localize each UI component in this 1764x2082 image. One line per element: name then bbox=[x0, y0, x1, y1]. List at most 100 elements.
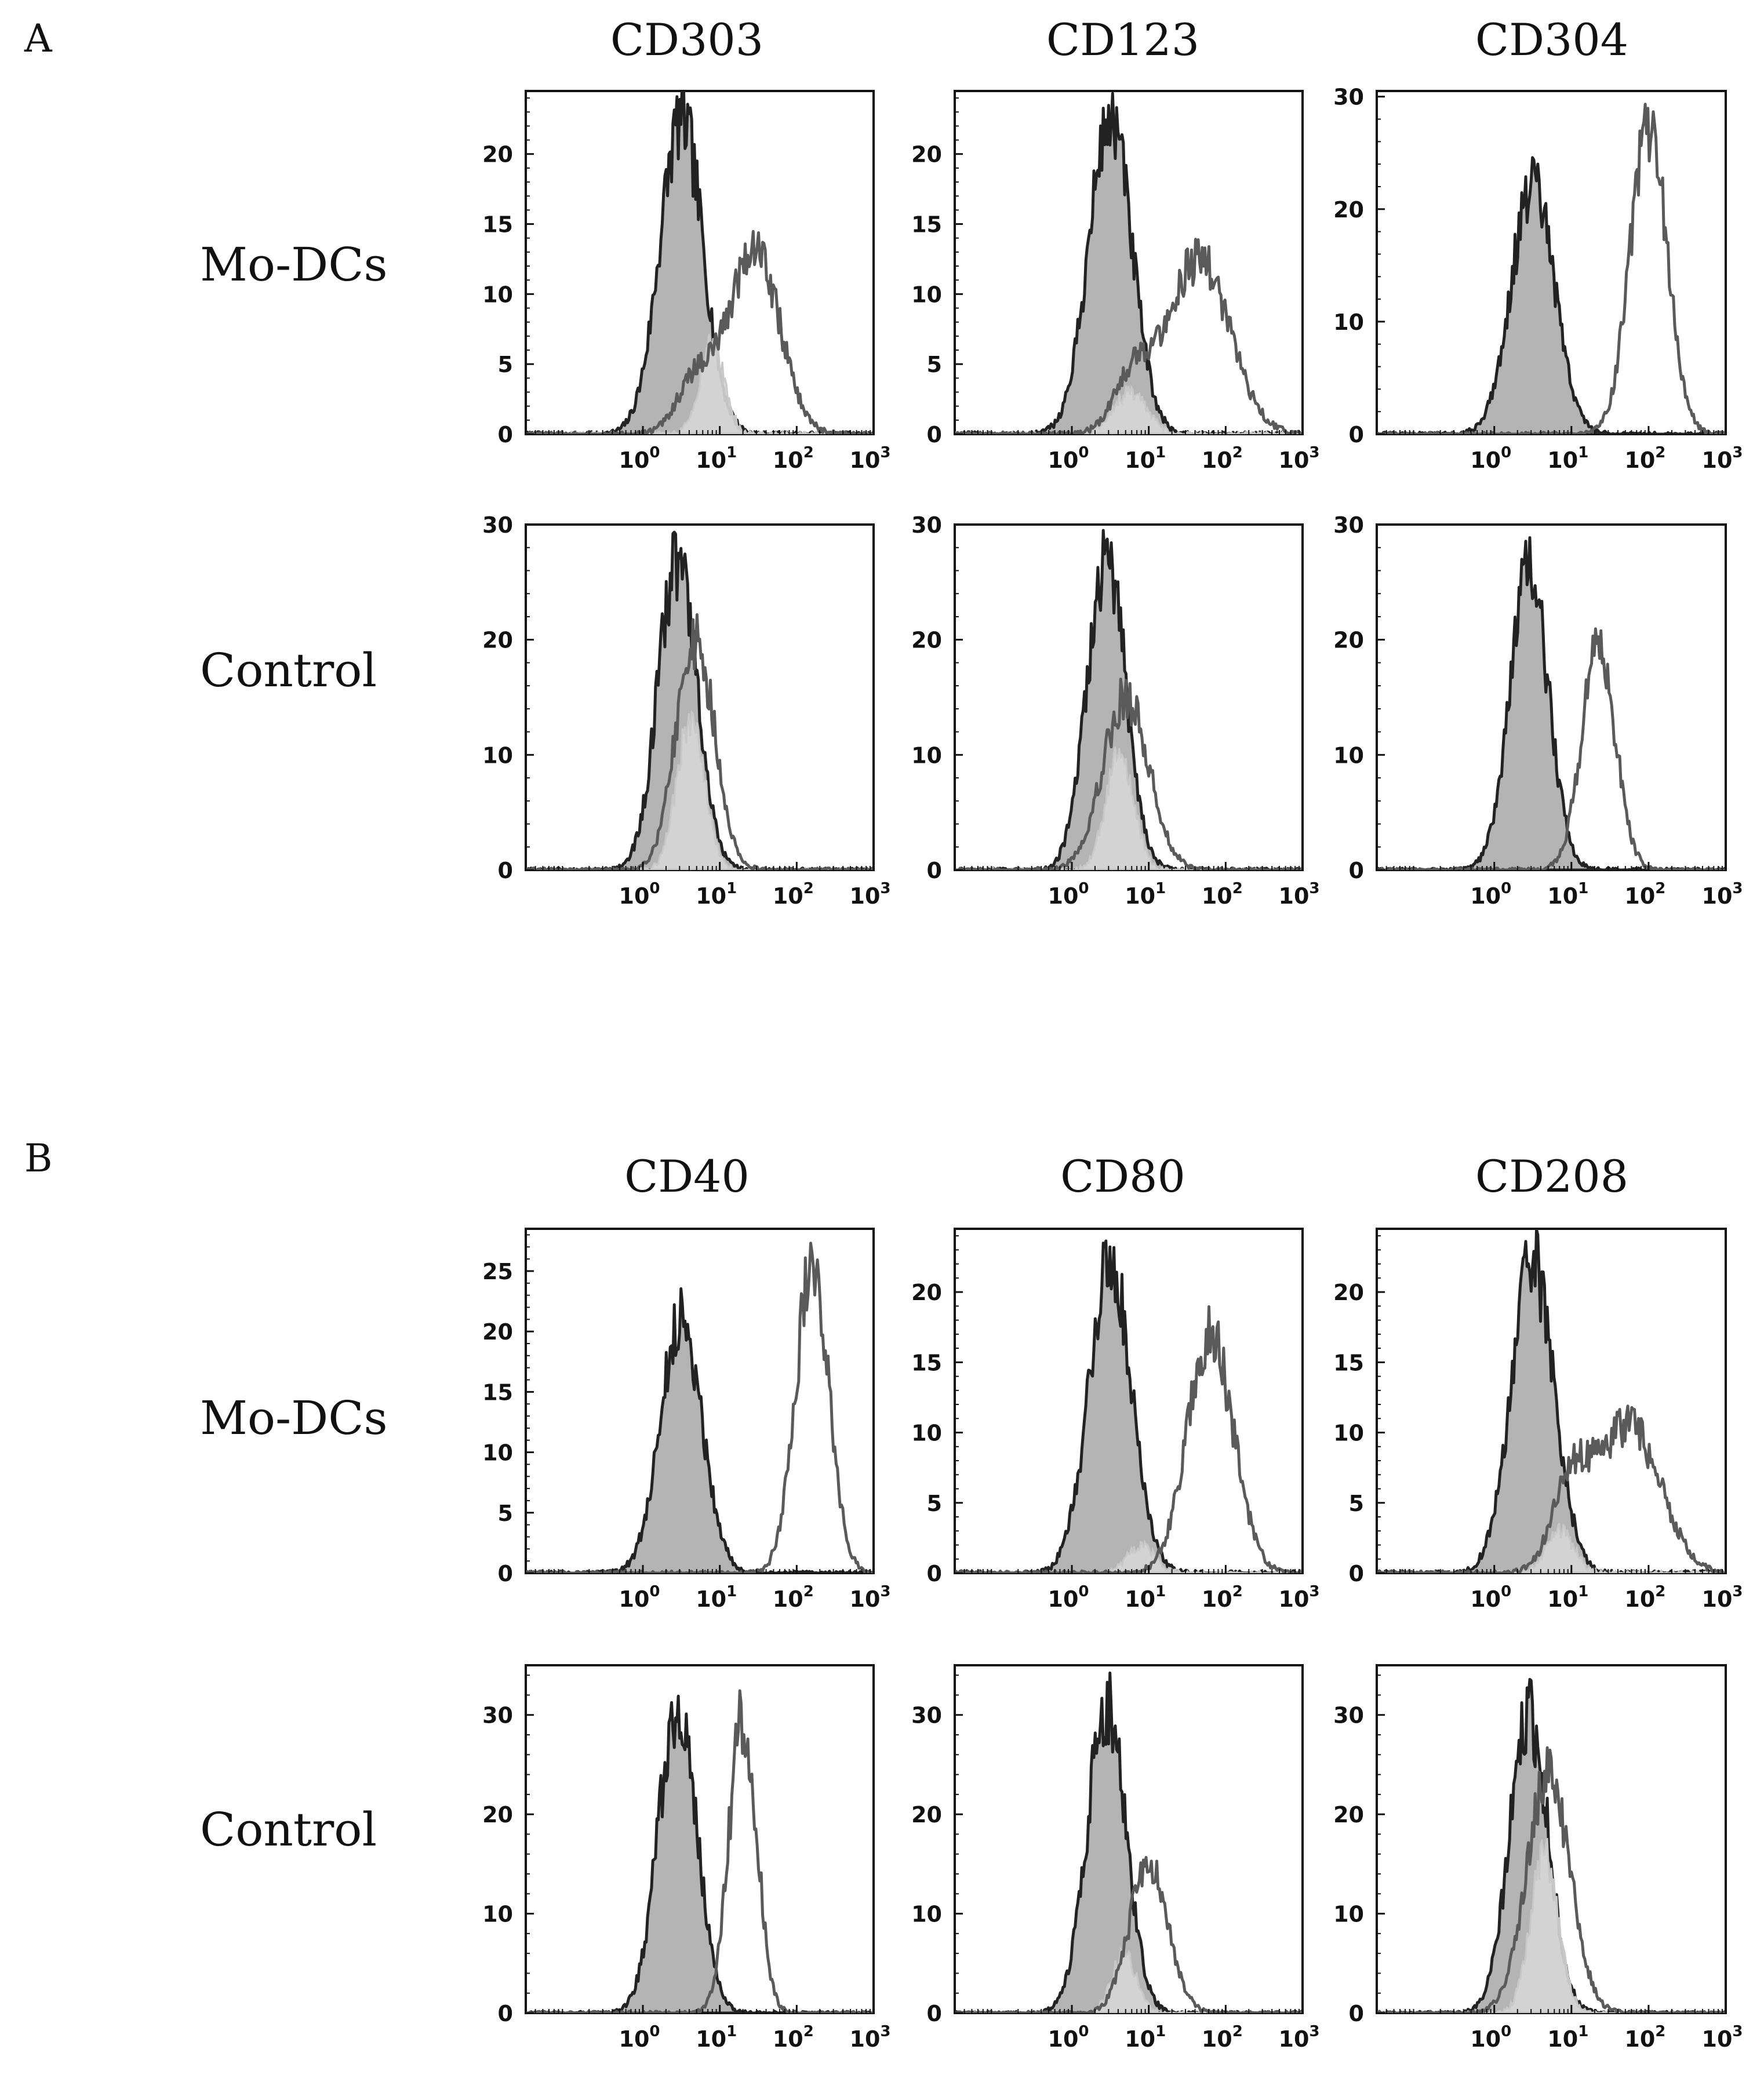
plot-b-cd80-mo-dcs-ytick-label-5: 5 bbox=[927, 1491, 942, 1516]
plot-a-cd303-mo-dcs-series-marker bbox=[526, 230, 874, 434]
plot-a-cd303-mo-dcs-ytick-label-5: 5 bbox=[498, 352, 513, 377]
plot-a-cd303-mo-dcs: 0 5 10 15 20 100 101 102 103 bbox=[482, 90, 891, 473]
plot-b-cd80-mo-dcs-xtick-label-100: 102 bbox=[1202, 1583, 1243, 1612]
plot-b-cd208-control-xtick-label-10: 101 bbox=[1547, 2023, 1588, 2052]
plot-b-cd208-control: 0 10 20 30 100 101 102 103 bbox=[1333, 1664, 1743, 2052]
plot-a-cd303-mo-dcs-xtick-label-100: 102 bbox=[773, 444, 814, 473]
plot-b-cd40-control: 0 10 20 30 100 101 102 103 bbox=[482, 1664, 891, 2052]
plot-a-cd123-control-series-marker bbox=[955, 678, 1303, 870]
plot-b-cd40-control-series-marker bbox=[526, 1689, 874, 2013]
plot-b-cd80-control-ytick-label-30: 30 bbox=[911, 1703, 942, 1728]
plot-a-cd123-mo-dcs-ytick-label-10: 10 bbox=[911, 282, 942, 307]
row-label-a-mo-dcs: Mo-DCs bbox=[200, 238, 388, 292]
plot-b-cd80-mo-dcs-xtick-label-10: 101 bbox=[1125, 1583, 1166, 1612]
plot-a-cd303-control-ytick-label-10: 10 bbox=[482, 742, 513, 768]
plot-a-cd303-mo-dcs-ytick-label-20: 20 bbox=[482, 142, 513, 168]
plot-a-cd123-control-ytick-label-10: 10 bbox=[911, 742, 942, 768]
plot-a-cd123-mo-dcs-xtick-label-1: 100 bbox=[1048, 444, 1089, 473]
plot-b-cd80-mo-dcs-xtick-label-1: 100 bbox=[1048, 1583, 1089, 1612]
marker-title-cd303: CD303 bbox=[610, 14, 764, 65]
plot-b-cd208-control-xtick-label-1: 100 bbox=[1470, 2023, 1511, 2052]
plot-b-cd80-control-ytick-label-10: 10 bbox=[911, 1902, 942, 1927]
plot-a-cd123-mo-dcs-ytick-label-15: 15 bbox=[911, 212, 942, 238]
plot-b-cd208-control-xtick-label-100: 102 bbox=[1624, 2023, 1665, 2052]
plot-b-cd40-control-xtick-label-1000: 103 bbox=[850, 2023, 891, 2052]
marker-title-cd80: CD80 bbox=[1060, 1151, 1185, 1202]
plot-a-cd303-control-xtick-label-1000: 103 bbox=[850, 880, 891, 909]
plot-a-cd304-control-xtick-label-1000: 103 bbox=[1702, 880, 1743, 909]
plot-b-cd40-control-ytick-label-30: 30 bbox=[482, 1703, 513, 1728]
plot-a-cd303-control-xtick-label-100: 102 bbox=[773, 880, 814, 909]
plot-a-cd123-mo-dcs-series-marker bbox=[955, 238, 1303, 434]
plot-b-cd208-control-series-marker bbox=[1377, 1746, 1726, 2013]
plot-b-cd80-mo-dcs-xtick-label-1000: 103 bbox=[1279, 1583, 1320, 1612]
plot-b-cd80-mo-dcs-ytick-label-10: 10 bbox=[911, 1421, 942, 1446]
plot-b-cd40-control-ytick-label-20: 20 bbox=[482, 1802, 513, 1828]
plot-a-cd304-control-ytick-label-0: 0 bbox=[1349, 858, 1364, 883]
plot-b-cd80-control-xtick-label-1: 100 bbox=[1048, 2023, 1089, 2052]
plot-a-cd123-control-ytick-label-0: 0 bbox=[927, 858, 942, 883]
plot-a-cd123-control-xtick-label-10: 101 bbox=[1125, 880, 1166, 909]
plot-a-cd123-control-xtick-label-1: 100 bbox=[1048, 880, 1089, 909]
plot-b-cd80-control: 0 10 20 30 100 101 102 103 bbox=[911, 1664, 1320, 2052]
plot-a-cd304-control-ytick-label-10: 10 bbox=[1333, 742, 1364, 768]
plot-b-cd208-mo-dcs-ytick-label-5: 5 bbox=[1349, 1491, 1364, 1516]
plot-a-cd303-control-xtick-label-10: 101 bbox=[696, 880, 737, 909]
plot-b-cd40-mo-dcs-ytick-label-10: 10 bbox=[482, 1440, 513, 1466]
plot-a-cd123-control-ytick-label-20: 20 bbox=[911, 628, 942, 653]
plot-a-cd123-control-xtick-label-1000: 103 bbox=[1279, 880, 1320, 909]
plot-a-cd304-mo-dcs-ytick-label-20: 20 bbox=[1333, 197, 1364, 223]
plot-a-cd304-mo-dcs-ytick-label-0: 0 bbox=[1349, 422, 1364, 447]
plot-b-cd208-mo-dcs: 0 5 10 15 20 100 101 102 103 bbox=[1333, 1228, 1743, 1612]
plot-a-cd303-control-xtick-label-1: 100 bbox=[619, 880, 660, 909]
plot-a-cd123-control-ytick-label-30: 30 bbox=[911, 512, 942, 538]
marker-title-cd304: CD304 bbox=[1475, 14, 1629, 65]
plot-b-cd208-control-ytick-label-30: 30 bbox=[1333, 1703, 1364, 1728]
plot-a-cd304-mo-dcs-xtick-label-100: 102 bbox=[1624, 444, 1665, 473]
plot-a-cd304-control-xtick-label-1: 100 bbox=[1470, 880, 1511, 909]
plot-a-cd304-mo-dcs-xtick-label-1000: 103 bbox=[1702, 444, 1743, 473]
plot-a-cd303-mo-dcs-ytick-label-10: 10 bbox=[482, 282, 513, 307]
plot-b-cd40-mo-dcs-xtick-label-100: 102 bbox=[773, 1583, 814, 1612]
plot-b-cd80-mo-dcs-ytick-label-0: 0 bbox=[927, 1561, 942, 1586]
plot-b-cd208-control-ytick-label-20: 20 bbox=[1333, 1802, 1364, 1828]
plot-b-cd40-mo-dcs-series-marker bbox=[526, 1242, 874, 1573]
marker-title-cd123: CD123 bbox=[1046, 14, 1200, 65]
plot-b-cd40-mo-dcs-ytick-label-15: 15 bbox=[482, 1379, 513, 1405]
plot-b-cd208-mo-dcs-ytick-label-15: 15 bbox=[1333, 1350, 1364, 1375]
plot-b-cd208-control-ytick-label-0: 0 bbox=[1349, 2001, 1364, 2026]
plot-a-cd303-control-ytick-label-20: 20 bbox=[482, 628, 513, 653]
plot-b-cd208-mo-dcs-series-marker bbox=[1377, 1404, 1726, 1573]
plot-b-cd208-mo-dcs-ytick-label-0: 0 bbox=[1349, 1561, 1364, 1586]
plot-a-cd303-mo-dcs-xtick-label-10: 101 bbox=[696, 444, 737, 473]
plot-a-cd304-mo-dcs-ytick-label-10: 10 bbox=[1333, 310, 1364, 335]
plot-a-cd123-mo-dcs: 0 5 10 15 20 100 101 102 103 bbox=[911, 90, 1320, 473]
plot-b-cd208-mo-dcs-xtick-label-100: 102 bbox=[1624, 1583, 1665, 1612]
plot-a-cd303-mo-dcs-ytick-label-15: 15 bbox=[482, 212, 513, 238]
plot-b-cd40-control-ytick-label-10: 10 bbox=[482, 1902, 513, 1927]
plot-b-cd80-control-xtick-label-10: 101 bbox=[1125, 2023, 1166, 2052]
plot-b-cd208-mo-dcs-ytick-label-10: 10 bbox=[1333, 1421, 1364, 1446]
plot-a-cd123-control-xtick-label-100: 102 bbox=[1202, 880, 1243, 909]
plot-a-cd304-mo-dcs-xtick-label-1: 100 bbox=[1470, 444, 1511, 473]
plot-b-cd208-control-ytick-label-10: 10 bbox=[1333, 1902, 1364, 1927]
marker-title-cd40: CD40 bbox=[624, 1151, 750, 1202]
plot-a-cd123-mo-dcs-xtick-label-10: 101 bbox=[1125, 444, 1166, 473]
plot-b-cd80-control-xtick-label-1000: 103 bbox=[1279, 2023, 1320, 2052]
row-label-a-control: Control bbox=[200, 643, 377, 697]
plot-b-cd80-mo-dcs-series-marker bbox=[955, 1305, 1303, 1573]
plot-a-cd123-mo-dcs-xtick-label-1000: 103 bbox=[1279, 444, 1320, 473]
plot-b-cd80-control-xtick-label-100: 102 bbox=[1202, 2023, 1243, 2052]
plot-a-cd123-mo-dcs-ytick-label-0: 0 bbox=[927, 422, 942, 447]
plot-a-cd303-mo-dcs-ytick-label-0: 0 bbox=[498, 422, 513, 447]
plot-b-cd40-control-xtick-label-100: 102 bbox=[773, 2023, 814, 2052]
plot-a-cd123-control: 0 10 20 30 100 101 102 103 bbox=[911, 512, 1319, 909]
plot-a-cd304-mo-dcs-xtick-label-10: 101 bbox=[1547, 444, 1588, 473]
plot-a-cd303-mo-dcs-xtick-label-1000: 103 bbox=[850, 444, 891, 473]
plot-a-cd304-control-xtick-label-100: 102 bbox=[1624, 880, 1665, 909]
plot-a-cd303-control: 0 10 20 30 100 101 102 103 bbox=[482, 512, 890, 909]
plot-a-cd123-mo-dcs-xtick-label-100: 102 bbox=[1202, 444, 1243, 473]
plot-b-cd40-mo-dcs-xtick-label-1: 100 bbox=[619, 1583, 660, 1612]
plot-b-cd40-mo-dcs-ytick-label-20: 20 bbox=[482, 1319, 513, 1345]
